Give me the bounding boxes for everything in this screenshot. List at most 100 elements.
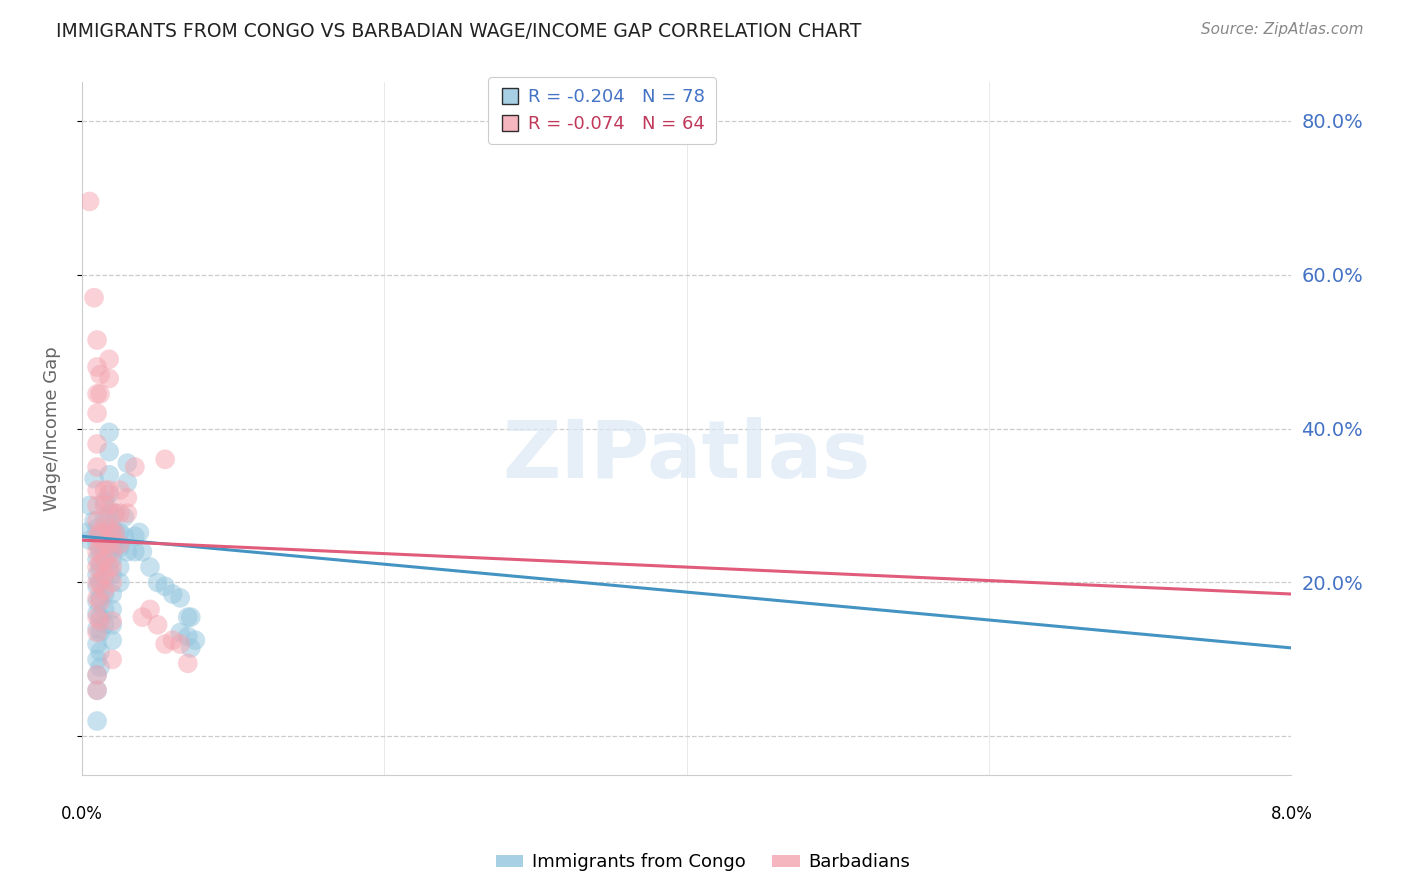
Point bbox=[104, 541, 127, 555]
Point bbox=[146, 617, 169, 632]
Point bbox=[93, 602, 115, 616]
Point bbox=[86, 514, 108, 528]
Point bbox=[86, 529, 108, 543]
Point bbox=[83, 514, 105, 528]
Point bbox=[86, 359, 108, 374]
Point bbox=[86, 683, 108, 698]
Point bbox=[86, 499, 108, 513]
Point bbox=[86, 544, 108, 558]
Point bbox=[93, 517, 115, 532]
Point bbox=[101, 617, 124, 632]
Point bbox=[177, 610, 200, 624]
Point bbox=[86, 387, 108, 401]
Point bbox=[98, 352, 121, 367]
Point bbox=[86, 625, 108, 640]
Text: IMMIGRANTS FROM CONGO VS BARBADIAN WAGE/INCOME GAP CORRELATION CHART: IMMIGRANTS FROM CONGO VS BARBADIAN WAGE/… bbox=[56, 22, 862, 41]
Point bbox=[86, 560, 108, 574]
Point bbox=[169, 591, 191, 605]
Point bbox=[93, 537, 115, 551]
Point bbox=[104, 525, 127, 540]
Point bbox=[93, 567, 115, 582]
Point bbox=[112, 529, 135, 543]
Point bbox=[86, 607, 108, 621]
Point bbox=[101, 652, 124, 666]
Point bbox=[180, 640, 202, 655]
Point bbox=[98, 467, 121, 482]
Text: ZIPatlas: ZIPatlas bbox=[502, 417, 870, 495]
Point bbox=[117, 491, 139, 505]
Point bbox=[108, 541, 131, 555]
Text: 8.0%: 8.0% bbox=[1271, 805, 1312, 823]
Point bbox=[93, 583, 115, 598]
Point bbox=[101, 544, 124, 558]
Point bbox=[86, 622, 108, 636]
Point bbox=[89, 595, 111, 609]
Point bbox=[117, 506, 139, 520]
Point bbox=[177, 629, 200, 643]
Point bbox=[177, 657, 200, 671]
Point bbox=[180, 610, 202, 624]
Point bbox=[153, 637, 176, 651]
Point bbox=[162, 587, 184, 601]
Point bbox=[128, 525, 150, 540]
Point bbox=[98, 371, 121, 385]
Point bbox=[86, 437, 108, 451]
Point bbox=[101, 567, 124, 582]
Point bbox=[86, 668, 108, 682]
Point bbox=[101, 575, 124, 590]
Point bbox=[108, 525, 131, 540]
Point bbox=[86, 537, 108, 551]
Point bbox=[124, 529, 146, 543]
Point bbox=[169, 625, 191, 640]
Point bbox=[89, 660, 111, 674]
Point bbox=[79, 533, 101, 548]
Point bbox=[86, 567, 108, 582]
Point bbox=[79, 194, 101, 209]
Point bbox=[86, 579, 108, 593]
Point bbox=[101, 560, 124, 574]
Point bbox=[93, 587, 115, 601]
Point bbox=[98, 522, 121, 536]
Point bbox=[86, 714, 108, 728]
Legend: Immigrants from Congo, Barbadians: Immigrants from Congo, Barbadians bbox=[488, 847, 918, 879]
Point bbox=[89, 368, 111, 382]
Point bbox=[108, 483, 131, 497]
Point bbox=[89, 610, 111, 624]
Point bbox=[98, 499, 121, 513]
Point bbox=[104, 506, 127, 520]
Point bbox=[131, 610, 153, 624]
Point bbox=[104, 506, 127, 520]
Point bbox=[101, 525, 124, 540]
Point bbox=[93, 541, 115, 555]
Point bbox=[86, 683, 108, 698]
Point bbox=[117, 456, 139, 470]
Point bbox=[93, 525, 115, 540]
Point bbox=[108, 575, 131, 590]
Point bbox=[98, 425, 121, 440]
Point bbox=[108, 560, 131, 574]
Point bbox=[86, 483, 108, 497]
Point bbox=[86, 460, 108, 475]
Point bbox=[98, 544, 121, 558]
Text: 0.0%: 0.0% bbox=[60, 805, 103, 823]
Point bbox=[83, 291, 105, 305]
Point bbox=[86, 591, 108, 605]
Point bbox=[169, 637, 191, 651]
Point bbox=[104, 525, 127, 540]
Point bbox=[86, 595, 108, 609]
Point bbox=[108, 506, 131, 520]
Point bbox=[93, 494, 115, 508]
Point bbox=[101, 614, 124, 628]
Point bbox=[98, 506, 121, 520]
Point bbox=[146, 575, 169, 590]
Point bbox=[124, 544, 146, 558]
Point bbox=[76, 525, 98, 540]
Point bbox=[101, 537, 124, 551]
Point bbox=[93, 556, 115, 570]
Point bbox=[86, 333, 108, 347]
Point bbox=[93, 617, 115, 632]
Point bbox=[98, 483, 121, 497]
Point bbox=[93, 572, 115, 586]
Point bbox=[89, 556, 111, 570]
Point bbox=[89, 645, 111, 659]
